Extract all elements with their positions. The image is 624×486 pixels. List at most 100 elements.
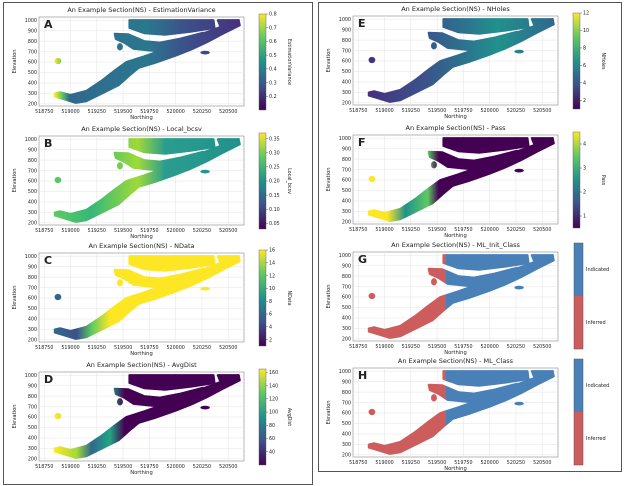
ore-body-region <box>442 370 530 387</box>
colorbar-tick-label: 6 <box>269 312 272 318</box>
colorbar-category-label: Inferred <box>586 436 606 442</box>
x-tick-label: 520500 <box>219 345 237 351</box>
y-tick-label: 300 <box>342 209 351 215</box>
y-axis-label: Elevation <box>12 49 18 73</box>
ore-body-region <box>442 18 530 35</box>
y-tick-label: 800 <box>342 157 351 163</box>
x-tick-label: 519000 <box>375 344 393 350</box>
y-tick-label: 200 <box>28 221 37 227</box>
y-tick-label: 200 <box>342 101 351 107</box>
chart-title: An Example Section(NS) - Pass <box>406 124 507 132</box>
ore-body-region <box>113 267 204 289</box>
y-tick-label: 200 <box>342 220 351 226</box>
y-tick-label: 700 <box>342 48 351 54</box>
colorbar-tick-label: 0.15 <box>269 193 280 199</box>
ore-body-blob <box>200 169 210 174</box>
x-tick-label: 519000 <box>61 345 79 351</box>
y-tick-label: 800 <box>28 39 37 45</box>
ore-body-blob <box>431 278 437 286</box>
chart-panel-g: An Example Section(NS) - ML_Init_Class 51… <box>326 241 609 356</box>
x-tick-label: 520250 <box>507 108 525 114</box>
colorbar-tick-label: 10 <box>583 28 589 34</box>
x-tick-label: 518750 <box>35 228 53 234</box>
panel-letter: A <box>44 18 53 31</box>
ore-body-blob <box>368 56 376 64</box>
colorbar <box>572 131 581 229</box>
y-tick-label: 600 <box>342 295 351 301</box>
x-tick-label: 520000 <box>481 227 499 233</box>
ore-body-blob <box>117 43 123 51</box>
colorbar <box>258 368 267 466</box>
ore-body-blob <box>200 286 210 291</box>
x-tick-label: 519750 <box>454 227 472 233</box>
x-axis-label: Northing <box>130 115 153 121</box>
x-tick-label: 519500 <box>114 109 132 115</box>
colorbar-tick-label: 120 <box>269 396 278 402</box>
colorbar-tick-label: 12 <box>269 273 275 279</box>
colorbar-indicated <box>574 359 583 412</box>
x-tick-label: 520250 <box>193 228 211 234</box>
panel-letter: D <box>44 373 53 386</box>
colorbar-tick-label: 16 <box>269 248 275 254</box>
x-tick-label: 519750 <box>140 109 158 115</box>
chart-title: An Example Section(NS) - AvgDist <box>86 361 197 369</box>
ore-body-region <box>128 19 216 36</box>
y-tick-label: 700 <box>342 400 351 406</box>
ore-body-region <box>530 370 554 380</box>
x-tick-label: 519750 <box>454 344 472 350</box>
colorbar-tick-label: 0.05 <box>269 221 280 227</box>
ore-body-region <box>113 386 204 408</box>
y-tick-label: 300 <box>342 90 351 96</box>
x-axis-label: Northing <box>444 350 467 356</box>
y-tick-label: 800 <box>28 275 37 281</box>
right-figure-frame <box>318 2 622 472</box>
x-tick-label: 519000 <box>61 109 79 115</box>
y-tick-label: 500 <box>342 69 351 75</box>
x-tick-label: 520250 <box>507 344 525 350</box>
ore-body-blob <box>54 293 62 301</box>
x-tick-label: 519250 <box>88 228 106 234</box>
x-tick-label: 520250 <box>507 460 525 466</box>
y-tick-label: 600 <box>28 179 37 185</box>
x-tick-label: 519250 <box>402 227 420 233</box>
y-axis-label: Elevation <box>12 168 18 192</box>
colorbar-tick-label: 0.2 <box>269 94 277 100</box>
y-tick-label: 1000 <box>339 136 351 142</box>
colorbar <box>258 249 267 347</box>
colorbar-tick-label: 0.6 <box>269 39 277 45</box>
colorbar-tick-label: 0.4 <box>269 67 277 73</box>
x-tick-label: 519500 <box>114 345 132 351</box>
x-tick-label: 519250 <box>402 460 420 466</box>
x-tick-label: 519500 <box>428 344 446 350</box>
x-tick-label: 519000 <box>375 460 393 466</box>
x-tick-label: 518750 <box>35 109 53 115</box>
colorbar <box>258 13 267 111</box>
x-tick-label: 520250 <box>193 464 211 470</box>
y-tick-label: 700 <box>28 49 37 55</box>
y-tick-label: 300 <box>342 326 351 332</box>
ore-body-blob <box>431 394 437 402</box>
x-tick-label: 519000 <box>61 228 79 234</box>
ore-body-region <box>128 255 216 272</box>
y-tick-label: 600 <box>28 60 37 66</box>
y-tick-label: 500 <box>28 70 37 76</box>
y-tick-label: 300 <box>28 91 37 97</box>
colorbar-tick-label: 1 <box>583 214 586 220</box>
y-tick-label: 700 <box>28 404 37 410</box>
y-tick-label: 200 <box>28 102 37 108</box>
y-tick-label: 800 <box>28 158 37 164</box>
chart-panel-h: An Example Section(NS) - ML_Class 518750 5… <box>326 357 609 472</box>
y-tick-label: 900 <box>342 263 351 269</box>
x-tick-label: 520250 <box>193 109 211 115</box>
x-tick-label: 519000 <box>375 227 393 233</box>
x-tick-label: 518750 <box>349 227 367 233</box>
y-tick-label: 900 <box>342 27 351 33</box>
colorbar-tick-label: 0.35 <box>269 136 280 142</box>
colorbar-tick-label: 140 <box>269 383 278 389</box>
colorbar-tick-label: 0.5 <box>269 53 277 59</box>
colorbar-tick-label: 100 <box>269 410 278 416</box>
y-tick-label: 1000 <box>25 254 37 260</box>
y-tick-label: 900 <box>342 146 351 152</box>
colorbar-tick-label: 0.30 <box>269 150 280 156</box>
panel-letter: F <box>358 136 366 149</box>
